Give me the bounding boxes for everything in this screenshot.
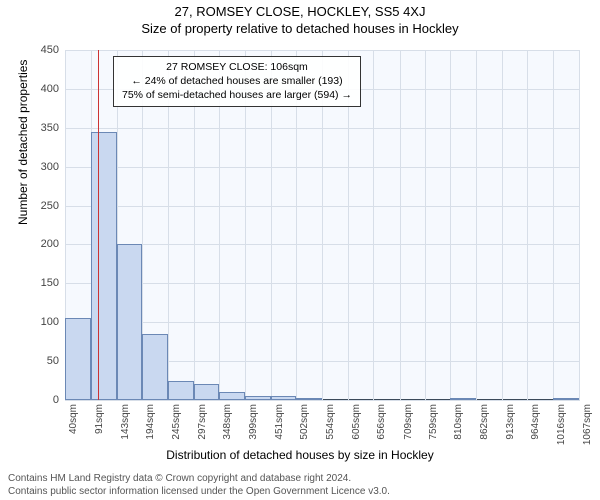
gridline-v	[476, 50, 477, 400]
annotation-box: 27 ROMSEY CLOSE: 106sqm← 24% of detached…	[113, 56, 361, 107]
histogram-bar	[450, 398, 476, 400]
gridline-v	[373, 50, 374, 400]
x-tick-label: 862sqm	[479, 404, 490, 440]
x-tick-label: 759sqm	[428, 404, 439, 440]
x-tick-label: 399sqm	[248, 404, 259, 440]
annotation-line: 75% of semi-detached houses are larger (…	[122, 88, 352, 102]
histogram-chart: 05010015020025030035040045040sqm91sqm143…	[65, 50, 580, 400]
x-tick-label: 245sqm	[171, 404, 182, 440]
x-axis-label: Distribution of detached houses by size …	[0, 448, 600, 462]
histogram-bar	[117, 244, 143, 400]
y-tick-label: 400	[41, 83, 59, 95]
histogram-bar	[271, 396, 297, 400]
histogram-bar	[553, 398, 579, 400]
x-tick-label: 605sqm	[351, 404, 362, 440]
x-tick-label: 502sqm	[299, 404, 310, 440]
x-tick-label: 810sqm	[453, 404, 464, 440]
y-tick-label: 350	[41, 122, 59, 134]
x-tick-label: 348sqm	[222, 404, 233, 440]
y-axis-label: Number of detached properties	[16, 60, 30, 225]
histogram-bar	[168, 381, 194, 400]
gridline-v	[502, 50, 503, 400]
chart-subtitle: Size of property relative to detached ho…	[0, 19, 600, 36]
annotation-line: 27 ROMSEY CLOSE: 106sqm	[122, 60, 352, 74]
x-tick-label: 709sqm	[403, 404, 414, 440]
histogram-bar	[296, 398, 322, 400]
footer-line-2: Contains public sector information licen…	[8, 486, 592, 499]
y-tick-label: 450	[41, 44, 59, 56]
x-tick-label: 143sqm	[120, 404, 131, 440]
y-tick-label: 50	[47, 355, 59, 367]
histogram-bar	[219, 392, 245, 400]
gridline-v	[553, 50, 554, 400]
y-tick-label: 0	[53, 394, 59, 406]
x-tick-label: 1016sqm	[556, 404, 567, 445]
x-tick-label: 297sqm	[197, 404, 208, 440]
y-tick-label: 300	[41, 161, 59, 173]
gridline-v	[527, 50, 528, 400]
x-tick-label: 40sqm	[68, 404, 79, 434]
x-tick-label: 194sqm	[145, 404, 156, 440]
x-tick-label: 656sqm	[376, 404, 387, 440]
footer-line-1: Contains HM Land Registry data © Crown c…	[8, 473, 592, 486]
gridline-v	[400, 50, 401, 400]
histogram-bar	[65, 318, 91, 400]
y-tick-label: 250	[41, 200, 59, 212]
gridline-v	[425, 50, 426, 400]
y-tick-label: 200	[41, 238, 59, 250]
histogram-bar	[245, 396, 271, 400]
footer: Contains HM Land Registry data © Crown c…	[0, 471, 600, 500]
x-tick-label: 913sqm	[505, 404, 516, 440]
annotation-line: ← 24% of detached houses are smaller (19…	[122, 74, 352, 88]
histogram-bar	[194, 384, 220, 400]
histogram-bar	[142, 334, 168, 400]
gridline-v	[450, 50, 451, 400]
x-tick-label: 554sqm	[325, 404, 336, 440]
y-tick-label: 100	[41, 316, 59, 328]
x-tick-label: 91sqm	[94, 404, 105, 434]
x-tick-label: 964sqm	[530, 404, 541, 440]
histogram-bar	[91, 132, 117, 400]
x-tick-label: 1067sqm	[582, 404, 593, 445]
gridline-h	[65, 400, 580, 401]
page-title: 27, ROMSEY CLOSE, HOCKLEY, SS5 4XJ	[0, 0, 600, 19]
y-tick-label: 150	[41, 277, 59, 289]
gridline-v	[579, 50, 580, 400]
x-tick-label: 451sqm	[274, 404, 285, 440]
reference-line	[98, 50, 99, 400]
